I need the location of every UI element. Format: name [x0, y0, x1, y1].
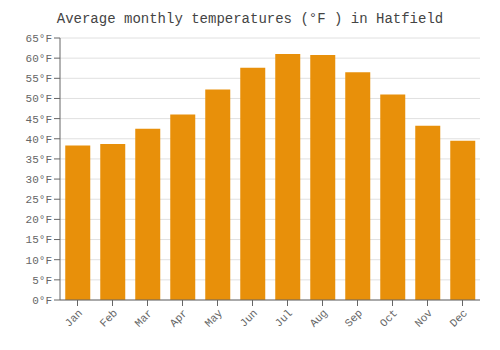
svg-text:45°F: 45°F	[26, 114, 52, 126]
svg-text:15°F: 15°F	[26, 234, 52, 246]
svg-text:20°F: 20°F	[26, 214, 52, 226]
svg-text:60°F: 60°F	[26, 53, 52, 65]
svg-text:50°F: 50°F	[26, 93, 52, 105]
svg-text:30°F: 30°F	[26, 174, 52, 186]
svg-text:Feb: Feb	[98, 307, 120, 329]
svg-text:25°F: 25°F	[26, 194, 52, 206]
svg-text:55°F: 55°F	[26, 73, 52, 85]
svg-text:Oct: Oct	[378, 307, 400, 329]
svg-text:Apr: Apr	[168, 307, 190, 329]
svg-text:Dec: Dec	[448, 307, 470, 329]
svg-text:40°F: 40°F	[26, 134, 52, 146]
html-text:Average monthly temperatures (: Average monthly temperatures (°F ) in Ha…	[56, 11, 444, 27]
svg-text:0°F: 0°F	[32, 295, 52, 307]
svg-text:5°F: 5°F	[32, 275, 52, 287]
svg-text:Jan: Jan	[63, 307, 85, 329]
svg-text:Aug: Aug	[308, 307, 330, 329]
svg-text:Mar: Mar	[133, 307, 155, 329]
svg-text:65°F: 65°F	[26, 33, 52, 45]
svg-text:Jul: Jul	[273, 307, 295, 329]
svg-text:Sep: Sep	[343, 307, 365, 329]
svg-text:10°F: 10°F	[26, 255, 52, 267]
svg-text:May: May	[203, 307, 226, 330]
svg-text:Nov: Nov	[413, 307, 436, 330]
svg-text:Jun: Jun	[238, 307, 260, 329]
svg-text:35°F: 35°F	[26, 154, 52, 166]
